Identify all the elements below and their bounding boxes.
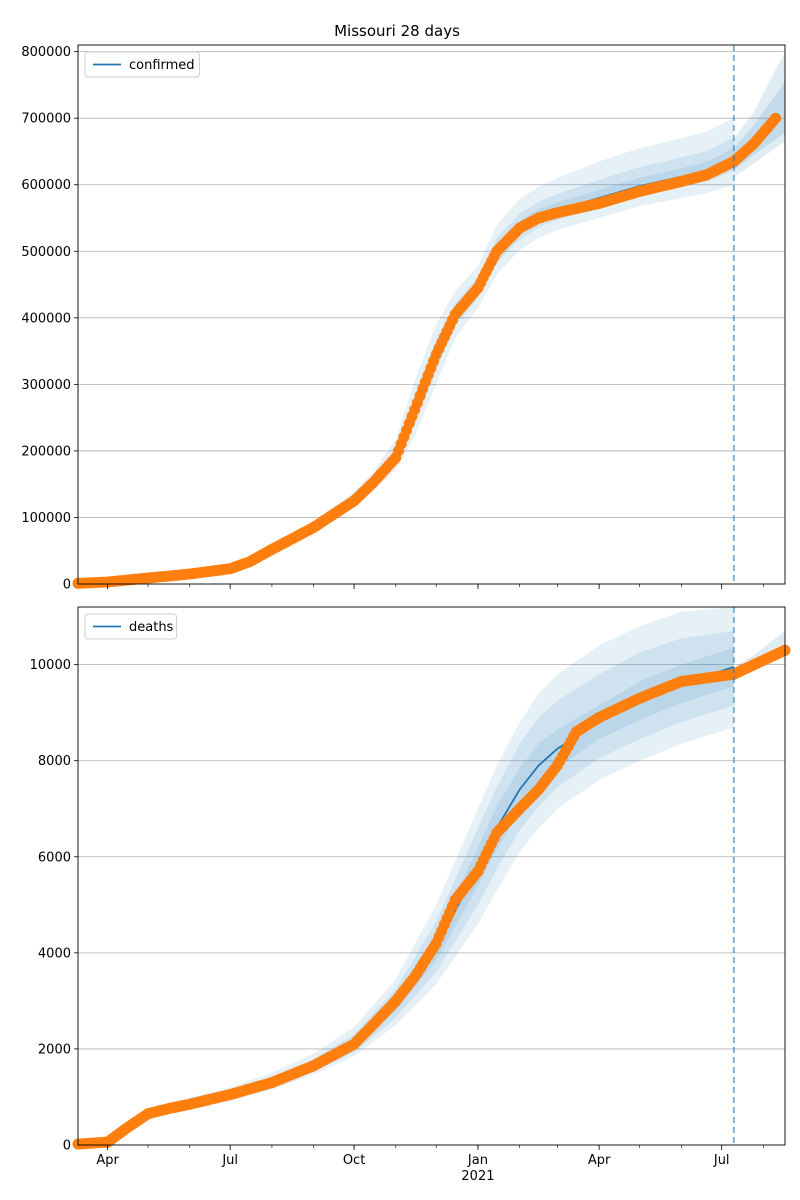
y-tick-label: 600000 [21,178,71,193]
axes-frame [77,44,786,585]
y-tick-label: 500000 [21,245,71,260]
confidence-band [78,118,734,584]
x-tick-label: Jan [467,1153,488,1168]
y-tick-label: 8000 [38,754,71,769]
y-tick-label: 10000 [30,658,71,673]
x-tick-label: Oct [343,1153,365,1168]
chart-title: Missouri 28 days [334,22,460,40]
y-tick-label: 300000 [21,378,71,393]
legend-box [84,613,178,640]
legend-label: confirmed [129,58,195,73]
x-tick-sublabel: 2021 [461,1169,494,1184]
y-tick-label: 0 [63,578,71,593]
x-tick-label: Apr [96,1153,119,1168]
legend-label: deaths [129,620,174,635]
confidence-band [78,631,734,1145]
x-tick-label: Jul [221,1153,238,1168]
y-tick-label: 2000 [38,1042,71,1057]
y-tick-label: 700000 [21,112,71,127]
x-tick-label: Jul [713,1153,730,1168]
y-tick-label: 4000 [38,946,71,961]
confidence-band [78,647,734,1145]
y-tick-label: 800000 [21,45,71,60]
observed-point [770,112,782,124]
y-tick-label: 400000 [21,311,71,326]
confirmed-panel: 0 100000 200000 300000 400000 500000 600000 700… [21,44,786,593]
confidence-band [78,148,734,584]
legend-box [84,51,200,78]
y-tick-label: 0 [63,1139,71,1154]
y-tick-label: 100000 [21,511,71,526]
y-tick-label: 200000 [21,444,71,459]
x-tick-label: Apr [588,1153,611,1168]
y-tick-label: 6000 [38,850,71,865]
axes-frame [77,606,786,1146]
series-line-confirmed [77,155,735,585]
